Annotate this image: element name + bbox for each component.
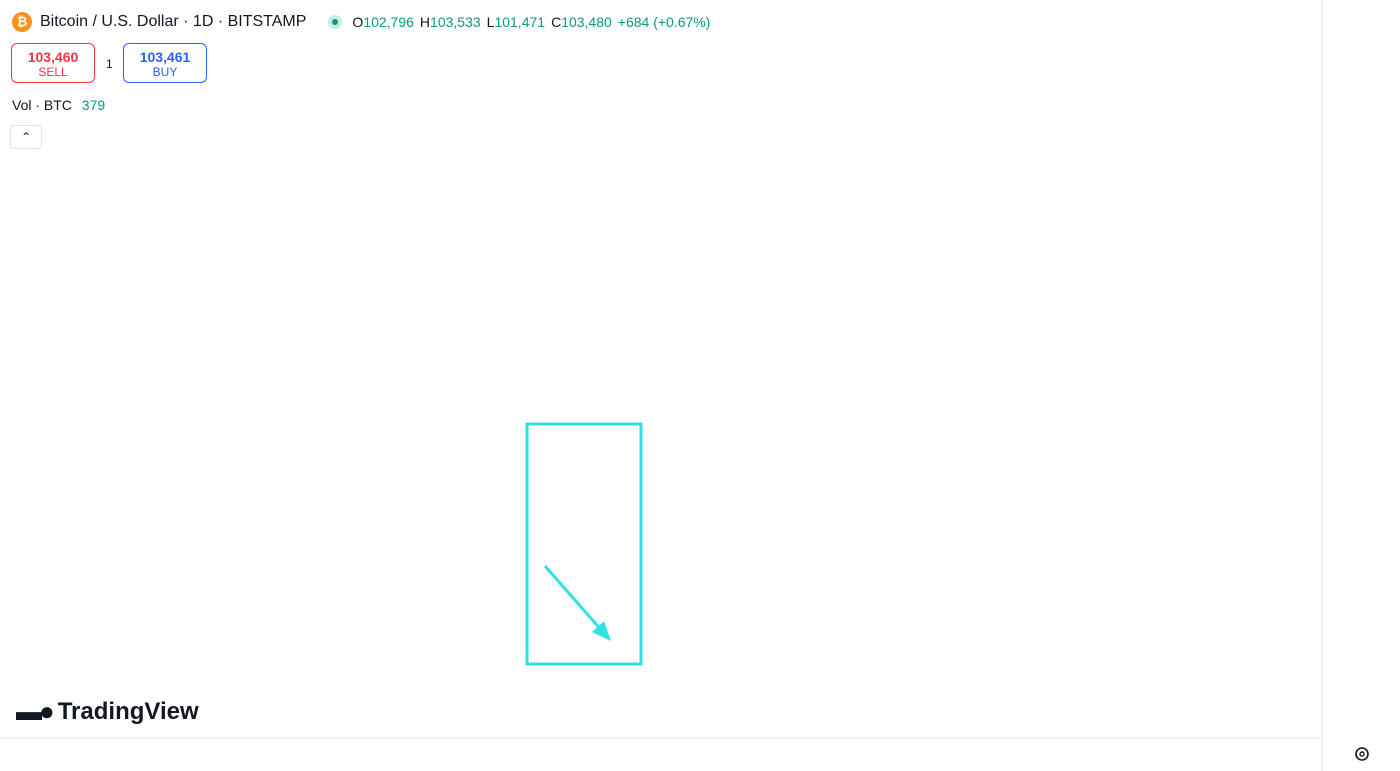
symbol-title: Bitcoin / U.S. Dollar · 1D · BITSTAMP	[40, 13, 307, 30]
ohlc-value: 102,796	[363, 14, 414, 30]
volume-legend: Vol · BTC 379	[12, 97, 105, 113]
collapse-button[interactable]: ⌃	[10, 125, 42, 149]
quantity: 1	[106, 57, 113, 71]
volume-title: Vol · BTC	[12, 97, 72, 113]
buy-label: BUY	[152, 65, 178, 79]
sell-button[interactable]: 103,460 SELL	[11, 43, 95, 83]
ohlc-key: H	[419, 14, 431, 30]
sell-price: 103,460	[27, 49, 79, 65]
ohlc-value: 103,533	[430, 14, 481, 30]
ohlc-key: C	[551, 14, 562, 30]
volume-value: 379	[81, 97, 106, 113]
symbol-icon: ₿	[12, 12, 32, 32]
ohlc-key: L	[486, 14, 495, 30]
arrow-line	[543, 565, 605, 633]
ohlc: O102,796 H103,533 L101,471 C103,480 +684…	[352, 14, 710, 30]
change: +684 (+0.67%)	[617, 14, 711, 30]
settings-icon[interactable]	[1355, 747, 1369, 761]
arrow-head	[592, 621, 611, 641]
buy-button[interactable]: 103,461 BUY	[123, 43, 207, 83]
sell-label: SELL	[38, 65, 68, 79]
logo: ▬● TradingView	[16, 696, 199, 727]
ohlc-value: 103,480	[561, 14, 612, 30]
logo-text: TradingView	[57, 697, 199, 725]
highlight-box	[525, 422, 643, 666]
ohlc-key: O	[352, 14, 364, 30]
buy-price: 103,461	[139, 49, 191, 65]
ohlc-value: 101,471	[494, 14, 546, 30]
logo-icon: ▬●	[16, 696, 55, 726]
legend: ₿ Bitcoin / U.S. Dollar · 1D · BITSTAMP …	[12, 12, 710, 32]
status-icon	[328, 15, 343, 29]
